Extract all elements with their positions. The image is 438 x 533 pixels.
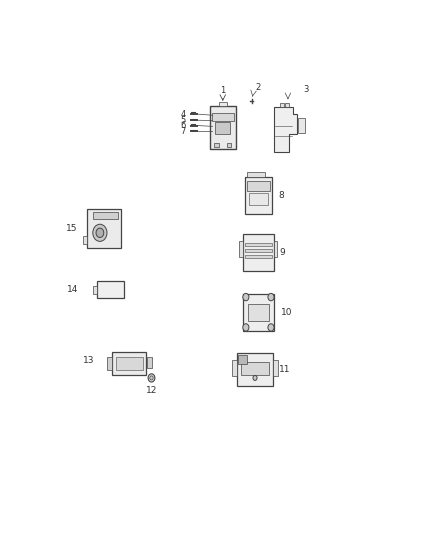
Circle shape (96, 228, 104, 238)
Bar (237, 353, 273, 386)
Text: 3: 3 (303, 85, 309, 94)
Circle shape (93, 224, 107, 241)
Bar (248, 304, 269, 320)
Bar (219, 101, 226, 106)
Bar (241, 361, 269, 375)
Circle shape (253, 375, 257, 381)
Polygon shape (274, 107, 297, 152)
Bar (245, 177, 272, 214)
Text: 7: 7 (181, 127, 186, 136)
Bar (240, 241, 243, 257)
Text: 1: 1 (220, 85, 226, 94)
Circle shape (150, 376, 153, 380)
Bar (280, 102, 284, 108)
Bar (107, 357, 112, 370)
Bar (147, 357, 152, 368)
Text: 11: 11 (279, 365, 290, 374)
Bar (247, 181, 270, 191)
Text: 9: 9 (280, 248, 286, 257)
Bar (245, 249, 272, 253)
Bar (215, 122, 230, 134)
Text: 2: 2 (256, 84, 261, 93)
Bar (113, 352, 146, 375)
Text: 8: 8 (279, 191, 285, 200)
Text: 14: 14 (67, 285, 78, 294)
Bar (298, 118, 305, 133)
Bar (97, 281, 124, 298)
Bar (227, 143, 231, 147)
Bar (285, 102, 289, 108)
Circle shape (268, 324, 274, 331)
Text: 5: 5 (181, 116, 186, 125)
Bar (210, 106, 236, 149)
Bar (87, 208, 121, 248)
Bar (245, 255, 272, 259)
Text: 13: 13 (83, 356, 95, 365)
Bar (243, 294, 274, 330)
Bar (238, 356, 247, 365)
Bar (232, 360, 237, 376)
Text: 12: 12 (146, 386, 157, 395)
Bar (247, 172, 265, 177)
Bar (274, 241, 277, 257)
Bar (249, 192, 268, 205)
Bar (83, 236, 87, 244)
Bar (273, 360, 278, 376)
Circle shape (268, 293, 274, 301)
Bar (245, 243, 272, 246)
Bar (212, 113, 233, 120)
Text: 4: 4 (181, 109, 186, 118)
Bar (93, 286, 96, 294)
Circle shape (243, 293, 249, 301)
Bar (243, 235, 274, 271)
Circle shape (243, 324, 249, 331)
Bar (214, 143, 219, 147)
Text: 15: 15 (66, 224, 78, 232)
Circle shape (148, 374, 155, 382)
Bar (116, 357, 143, 370)
Text: 6: 6 (181, 121, 186, 130)
Bar (93, 212, 118, 219)
Text: 10: 10 (280, 308, 292, 317)
